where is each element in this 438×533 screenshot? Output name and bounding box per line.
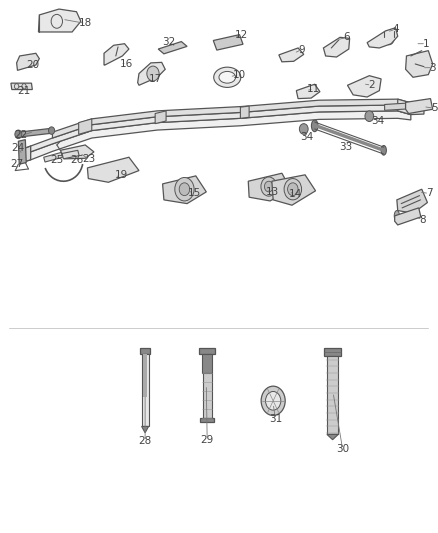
- Text: 31: 31: [269, 414, 282, 424]
- Polygon shape: [62, 150, 79, 159]
- Text: 5: 5: [431, 103, 437, 113]
- Text: 17: 17: [149, 75, 162, 84]
- Text: 27: 27: [10, 159, 23, 168]
- Polygon shape: [31, 111, 411, 160]
- Text: 25: 25: [50, 156, 63, 165]
- Polygon shape: [17, 53, 39, 70]
- Text: 12: 12: [235, 30, 248, 40]
- Polygon shape: [141, 354, 148, 426]
- Circle shape: [265, 181, 273, 192]
- Text: 29: 29: [201, 435, 214, 445]
- Text: 20: 20: [27, 60, 40, 70]
- Circle shape: [179, 183, 190, 196]
- Polygon shape: [158, 42, 187, 54]
- Text: 28: 28: [138, 437, 152, 446]
- Text: 26: 26: [70, 156, 83, 165]
- Polygon shape: [18, 128, 52, 137]
- Text: 13: 13: [266, 187, 279, 197]
- Ellipse shape: [265, 391, 281, 410]
- Polygon shape: [202, 354, 212, 373]
- Text: 16: 16: [120, 59, 134, 69]
- Polygon shape: [18, 140, 26, 164]
- Polygon shape: [240, 106, 249, 118]
- Circle shape: [15, 130, 22, 139]
- Polygon shape: [60, 145, 94, 159]
- Text: 7: 7: [426, 189, 432, 198]
- Text: 19: 19: [114, 171, 128, 180]
- Polygon shape: [88, 157, 139, 182]
- Circle shape: [261, 177, 277, 196]
- Polygon shape: [347, 76, 381, 97]
- Ellipse shape: [311, 120, 318, 132]
- Circle shape: [49, 127, 55, 134]
- Polygon shape: [39, 9, 81, 32]
- Polygon shape: [138, 62, 165, 85]
- Polygon shape: [199, 348, 215, 354]
- Text: 4: 4: [392, 25, 399, 34]
- Polygon shape: [367, 28, 398, 48]
- Text: 34: 34: [300, 132, 314, 142]
- Polygon shape: [385, 103, 411, 110]
- Polygon shape: [203, 373, 212, 418]
- Polygon shape: [22, 146, 31, 163]
- Polygon shape: [162, 176, 206, 204]
- Polygon shape: [324, 348, 341, 356]
- Text: 22: 22: [14, 131, 28, 140]
- Text: 30: 30: [336, 445, 349, 454]
- Text: 2: 2: [368, 80, 375, 90]
- Text: 9: 9: [298, 45, 305, 54]
- Ellipse shape: [219, 71, 236, 83]
- Ellipse shape: [261, 386, 285, 416]
- Circle shape: [300, 124, 308, 134]
- Text: 6: 6: [343, 33, 350, 42]
- Text: 24: 24: [11, 143, 24, 152]
- Polygon shape: [31, 105, 411, 152]
- Text: 34: 34: [371, 116, 384, 126]
- Polygon shape: [297, 84, 320, 99]
- Text: 32: 32: [162, 37, 176, 47]
- Polygon shape: [141, 426, 148, 433]
- Text: 15: 15: [187, 188, 201, 198]
- Polygon shape: [213, 35, 243, 50]
- Polygon shape: [140, 348, 150, 354]
- Text: 33: 33: [339, 142, 353, 152]
- Polygon shape: [398, 99, 424, 115]
- Polygon shape: [327, 434, 338, 440]
- Polygon shape: [200, 418, 214, 422]
- Text: 11: 11: [307, 84, 321, 94]
- Text: 23: 23: [82, 155, 96, 164]
- Polygon shape: [11, 83, 32, 90]
- Polygon shape: [44, 152, 63, 162]
- Polygon shape: [397, 189, 427, 213]
- Circle shape: [175, 177, 194, 201]
- Text: 14: 14: [289, 189, 302, 199]
- Polygon shape: [248, 173, 291, 201]
- Polygon shape: [327, 356, 338, 434]
- Polygon shape: [272, 175, 315, 205]
- Circle shape: [365, 111, 374, 122]
- Text: 8: 8: [419, 215, 426, 224]
- Text: 1: 1: [423, 39, 429, 49]
- Polygon shape: [79, 119, 92, 134]
- Text: 3: 3: [429, 63, 436, 72]
- Ellipse shape: [214, 67, 241, 87]
- Polygon shape: [143, 354, 147, 397]
- Polygon shape: [155, 111, 166, 124]
- Circle shape: [284, 179, 302, 200]
- Text: 18: 18: [79, 19, 92, 28]
- Ellipse shape: [381, 146, 386, 155]
- Circle shape: [288, 183, 298, 196]
- Ellipse shape: [394, 211, 399, 221]
- Text: 21: 21: [18, 86, 31, 95]
- Polygon shape: [104, 44, 129, 65]
- Circle shape: [147, 66, 159, 81]
- Polygon shape: [406, 51, 433, 77]
- Polygon shape: [406, 99, 433, 114]
- Polygon shape: [395, 208, 421, 225]
- Polygon shape: [279, 48, 304, 62]
- Polygon shape: [323, 37, 350, 57]
- Text: 10: 10: [233, 70, 246, 79]
- Polygon shape: [53, 99, 411, 138]
